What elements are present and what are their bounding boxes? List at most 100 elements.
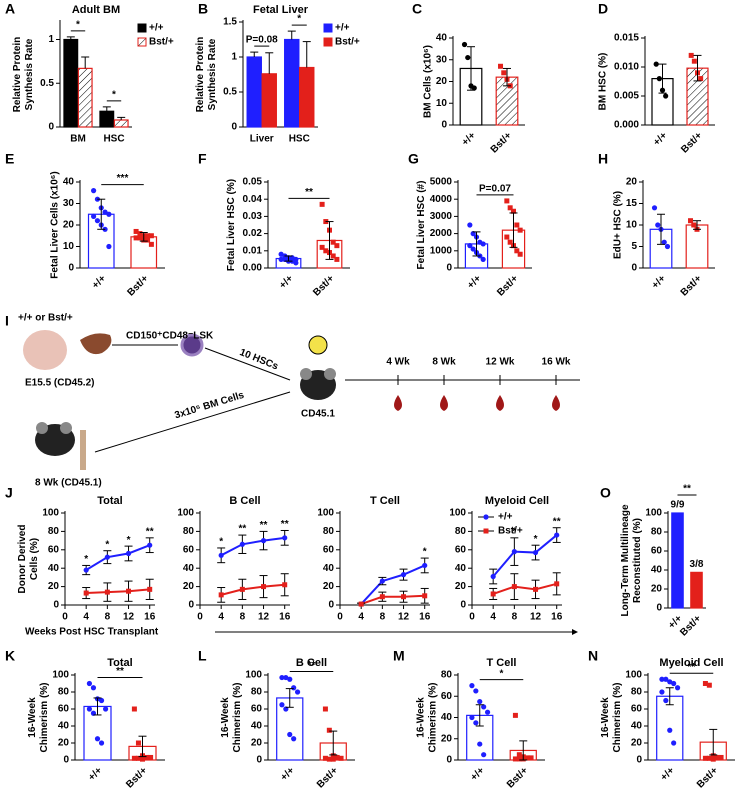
data-point	[287, 731, 293, 738]
data-point	[322, 706, 328, 712]
panel-letter: I	[5, 313, 9, 329]
y-tick-label: 0.010	[614, 62, 639, 73]
x-tick-label: Bst/+	[311, 273, 336, 298]
legend-label: +/+	[498, 512, 513, 523]
bar	[284, 38, 300, 128]
y-tick-label: 0.5	[40, 78, 54, 89]
y-tick-label: 60	[455, 544, 467, 555]
legend-swatch	[323, 23, 333, 33]
y-tick-label: 0	[328, 600, 334, 611]
data-point	[106, 243, 112, 250]
error-bar	[658, 63, 667, 94]
y-tick-label: 20	[631, 738, 643, 749]
y-axis-label: EdU+ HSC (%)	[612, 191, 623, 259]
error-bar	[117, 116, 126, 120]
chart-title: Fetal Liver	[253, 4, 309, 16]
y-axis-label: Fetal Liver HSC (%)	[226, 179, 237, 271]
data-point	[671, 680, 677, 687]
data-point	[282, 535, 288, 541]
data-point	[554, 581, 560, 587]
data-point	[467, 222, 473, 228]
y-tick-label: 60	[323, 544, 335, 555]
mouse-ear	[324, 368, 336, 380]
x-tick-label: 8	[380, 612, 386, 623]
bar	[99, 110, 115, 128]
data-point	[330, 239, 336, 245]
y-axis-label: Fetal Liver Cells (x10⁶)	[49, 171, 60, 278]
error-bar	[657, 213, 665, 245]
data-point	[379, 578, 385, 584]
x-tick-label: Bst/+	[125, 273, 150, 298]
x-tick-label: 12	[123, 612, 135, 623]
timepoint: 16 Wk	[542, 357, 571, 368]
y-tick-label: 1	[231, 52, 237, 63]
data-point	[125, 550, 132, 557]
data-point	[477, 741, 483, 747]
chart-title: Myeloid Cell	[485, 495, 549, 507]
data-point	[710, 756, 716, 762]
data-point	[714, 754, 720, 760]
data-point	[358, 601, 364, 607]
error-bar	[66, 36, 75, 40]
data-point	[140, 756, 145, 762]
data-point	[480, 241, 486, 247]
panel-letter: D	[598, 1, 608, 17]
data-point	[147, 586, 153, 592]
y-tick-label: 20	[323, 581, 335, 592]
data-point	[467, 243, 473, 249]
y-tick-label: 10	[63, 241, 75, 252]
embryo	[23, 330, 67, 370]
data-point	[94, 736, 101, 742]
blood-drop	[496, 395, 504, 411]
x-tick-label: Bst/+	[678, 613, 703, 638]
data-point	[710, 753, 716, 759]
chart-title: Total	[97, 495, 122, 507]
data-point	[483, 528, 489, 534]
error-bar	[265, 52, 274, 74]
y-tick-label: 40	[441, 712, 453, 723]
x-tick-label: 0	[197, 612, 203, 623]
y-tick-label: 20	[441, 733, 453, 744]
data-point	[278, 256, 284, 262]
panel-letter: M	[393, 648, 405, 664]
data-point	[483, 514, 489, 520]
y-tick-label: 80	[631, 687, 643, 698]
data-point	[484, 709, 491, 715]
y-tick-label: 20	[251, 738, 263, 749]
y-tick-label: 100	[177, 508, 194, 519]
data-point	[490, 573, 496, 580]
data-point	[106, 211, 112, 217]
y-axis-label: 16-Week	[220, 697, 231, 738]
series-line	[220, 536, 285, 557]
y-tick-label: 60	[441, 691, 453, 702]
panel-letter: O	[600, 485, 611, 501]
data-point	[91, 213, 97, 219]
significance-label: **	[238, 524, 246, 535]
panel-letter: L	[198, 648, 207, 664]
timepoint: 8 Wk	[432, 357, 456, 368]
data-point	[481, 752, 487, 758]
data-point	[291, 685, 297, 691]
legend-swatch	[137, 23, 147, 33]
data-point	[667, 727, 673, 733]
data-point	[706, 755, 712, 761]
y-axis-label: Chimerism (%)	[232, 682, 243, 752]
radiation	[308, 335, 328, 355]
y-tick-label: 100	[625, 670, 642, 681]
data-point	[461, 41, 468, 48]
y-tick-label: 15	[626, 198, 638, 209]
y-tick-label: 3000	[430, 211, 453, 222]
data-point	[691, 58, 697, 64]
data-point	[663, 697, 669, 704]
y-tick-label: 80	[441, 670, 453, 681]
y-tick-label: 0.02	[243, 228, 263, 239]
y-tick-label: 0.03	[243, 211, 263, 222]
data-point	[702, 755, 708, 761]
legend-swatch	[137, 37, 147, 47]
data-point	[511, 208, 516, 214]
x-tick-label: 8	[105, 612, 111, 623]
significance-label: P=0.07	[479, 184, 511, 195]
data-point	[507, 239, 513, 245]
error-bar	[519, 740, 528, 761]
error-bar	[102, 106, 111, 112]
